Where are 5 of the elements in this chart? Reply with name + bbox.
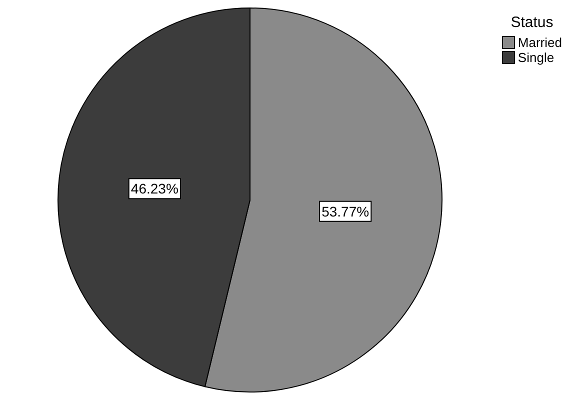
legend-label: Married	[518, 35, 562, 50]
legend-title: Status	[510, 14, 554, 31]
data-label: 46.23%	[130, 180, 178, 197]
data-label: 53.77%	[322, 203, 370, 220]
legend-label: Single	[518, 50, 554, 65]
